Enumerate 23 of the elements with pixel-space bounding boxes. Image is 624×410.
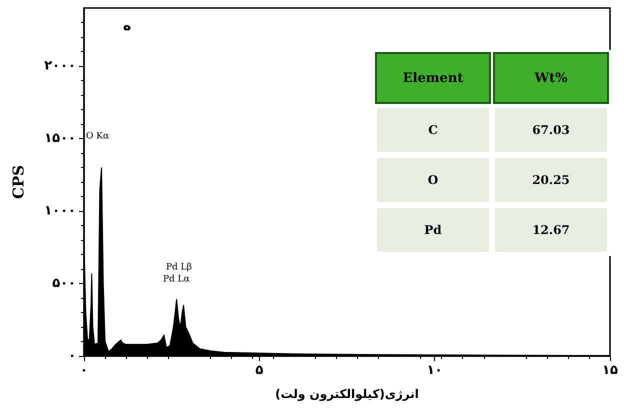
data-label: 20.25 — [493, 156, 609, 204]
category-label: Pd — [375, 206, 491, 254]
x-tick-label: ۵ — [255, 363, 264, 378]
y-axis-title: CPS — [10, 164, 28, 200]
text: ه — [123, 18, 132, 34]
y-tick-label: ۵۰۰ — [52, 276, 76, 291]
annotation: O Kα — [86, 132, 110, 142]
x-tick-label: ۱۵ — [602, 363, 618, 378]
data-label: 67.03 — [493, 106, 609, 154]
data-label: 12.67 — [493, 206, 609, 254]
x-axis-title: انرژی(کیلوالکترون ولت) — [275, 387, 419, 401]
category-label: C — [375, 106, 491, 154]
y-tick-label: ۱۰۰۰ — [44, 204, 76, 218]
text: Element — [375, 52, 491, 104]
x-tick-label: ۱۰ — [426, 363, 443, 378]
y-tick-label: ۱۵۰۰ — [44, 131, 76, 146]
y-tick-label: ۲۰۰۰ — [44, 58, 76, 74]
annotation: Pd Lα — [163, 274, 190, 284]
text: Wt% — [493, 52, 609, 104]
y-tick-label: ۰ — [68, 348, 76, 364]
annotation: Pd Lβ — [166, 262, 192, 272]
category-label: O — [375, 156, 491, 204]
x-tick-label: ۰ — [80, 363, 88, 378]
